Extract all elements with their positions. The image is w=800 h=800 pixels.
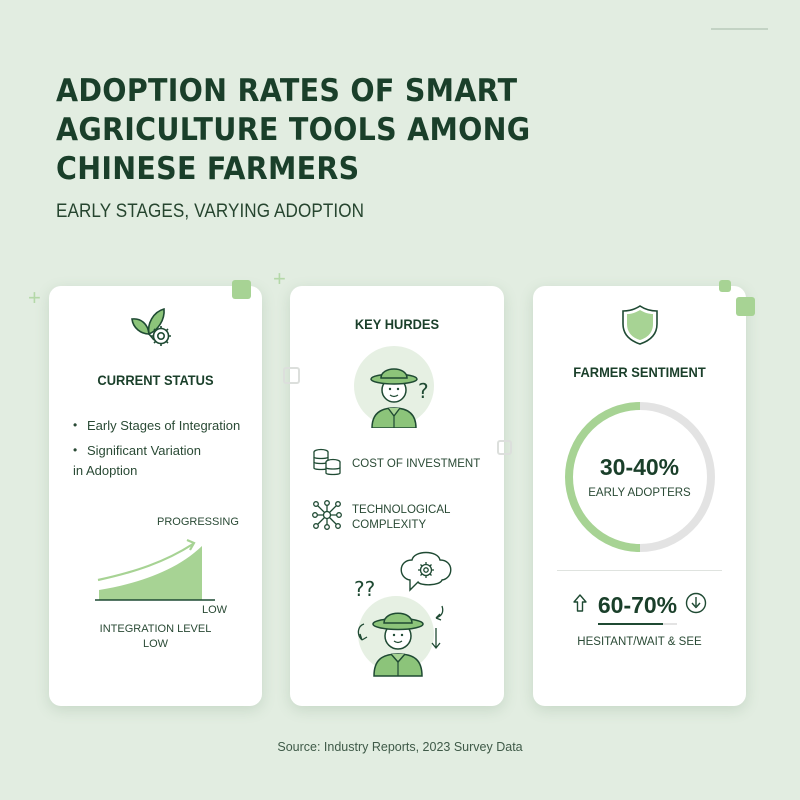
bullet-item: • Significant Variation: [73, 438, 240, 463]
card-title: KEY HURDES: [354, 316, 440, 332]
page-title: ADOPTION RATES OF SMART AGRICULTURE TOOL…: [56, 72, 571, 189]
svg-text:?: ?: [418, 379, 429, 403]
card-title: FARMER SENTIMENT: [573, 364, 706, 380]
hurdle-text: TECHNOLOGICAL COMPLEXITY: [352, 503, 450, 533]
growth-chart: [89, 532, 235, 609]
early-adopters-value: 30-40%: [599, 454, 680, 480]
square-decoration: [232, 280, 251, 299]
decorative-line: [711, 28, 768, 30]
hesitant-stat: 60-70%: [533, 592, 746, 625]
arrow-down-circle-icon: [685, 592, 707, 619]
early-adopters-label: EARLY ADOPTERS: [588, 487, 691, 499]
title-line-2: AGRICULTURE TOOLS AMONG: [56, 112, 531, 148]
bullet-text-continued: in Adoption: [73, 463, 138, 478]
integration-level-caption: INTEGRATION LEVEL LOW: [49, 622, 262, 652]
hurdle-item-cost: COST OF INVESTMENT: [312, 448, 480, 481]
caption-line: INTEGRATION LEVEL: [99, 623, 212, 635]
svg-text:??: ??: [354, 577, 375, 601]
plus-decoration: +: [273, 266, 286, 291]
square-outline-decoration: [497, 440, 512, 455]
divider: [557, 570, 722, 571]
page-subtitle: EARLY STAGES, VARYING ADOPTION: [56, 201, 365, 222]
network-nodes-icon: [312, 500, 342, 535]
title-line-3: CHINESE FARMERS: [56, 151, 360, 187]
square-outline-decoration: [283, 367, 300, 384]
hesitant-value-wrap: 60-70%: [597, 592, 678, 625]
hesitant-value: 60-70%: [597, 592, 678, 618]
coins-stack-icon: [312, 448, 342, 481]
current-status-card: CURRENT STATUS • Early Stages of Integra…: [49, 286, 262, 706]
plant-gear-icon: [127, 304, 177, 353]
farmer-sentiment-card: FARMER SENTIMENT 30-40% EARLY ADOPTERS 6…: [533, 286, 746, 706]
plus-decoration: +: [28, 285, 41, 310]
hurdle-text-line: TECHNOLOGICAL: [352, 503, 451, 516]
hesitant-bar-fill: [597, 623, 663, 625]
card-title: CURRENT STATUS: [97, 372, 214, 388]
source-footer: Source: Industry Reports, 2023 Survey Da…: [277, 740, 523, 754]
hurdle-text: COST OF INVESTMENT: [352, 458, 481, 470]
hesitant-bar-track: [597, 623, 678, 625]
thinking-farmer-icon: ??: [340, 548, 460, 683]
square-decoration: [719, 280, 731, 292]
bullet-dot: •: [73, 418, 78, 432]
hesitant-label: HESITANT/WAIT & SEE: [577, 636, 702, 648]
shield-icon: [621, 304, 659, 351]
arrow-up-icon: [572, 593, 588, 618]
axis-low-label: LOW: [202, 604, 228, 616]
status-bullet-list: • Early Stages of Integration • Signific…: [73, 413, 240, 478]
hurdle-text-line: COMPLEXITY: [352, 518, 427, 531]
bullet-text: Significant Variation: [87, 443, 201, 458]
bullet-dot: •: [73, 443, 78, 457]
hurdle-item-complexity: TECHNOLOGICAL COMPLEXITY: [312, 500, 450, 535]
bullet-item: • Early Stages of Integration: [73, 413, 240, 438]
progressing-label: PROGRESSING: [157, 516, 239, 528]
square-decoration: [736, 297, 755, 316]
title-line-1: ADOPTION RATES OF SMART: [56, 73, 518, 109]
caption-line: LOW: [142, 638, 169, 650]
bullet-text: Early Stages of Integration: [87, 418, 241, 433]
early-adopters-stat: 30-40% EARLY ADOPTERS: [533, 454, 746, 499]
confused-farmer-icon: ?: [348, 344, 448, 433]
key-hurdles-card: KEY HURDES ? COST OF: [290, 286, 504, 706]
sentiment-donut-chart: [565, 402, 715, 557]
